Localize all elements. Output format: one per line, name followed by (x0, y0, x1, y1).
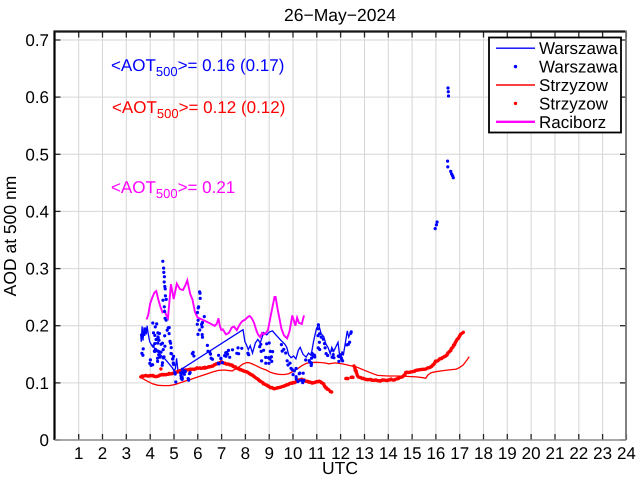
svg-text:0.3: 0.3 (25, 260, 49, 279)
svg-text:Raciborz: Raciborz (539, 113, 606, 132)
svg-text:0.6: 0.6 (25, 88, 49, 107)
svg-text:8: 8 (241, 444, 250, 463)
svg-text:17: 17 (450, 444, 469, 463)
svg-text:13: 13 (355, 444, 374, 463)
svg-text:23: 23 (593, 444, 612, 463)
svg-text:22: 22 (569, 444, 588, 463)
svg-text:26−May−2024: 26−May−2024 (284, 5, 396, 25)
svg-text:16: 16 (426, 444, 445, 463)
svg-text:0.5: 0.5 (25, 145, 49, 164)
svg-text:<AOT500>= 0.21: <AOT500>= 0.21 (111, 178, 235, 201)
svg-text:12: 12 (331, 444, 350, 463)
svg-text:UTC: UTC (322, 458, 358, 478)
svg-text:4: 4 (145, 444, 154, 463)
svg-text:21: 21 (546, 444, 565, 463)
svg-text:18: 18 (474, 444, 493, 463)
svg-text:Warszawa: Warszawa (539, 39, 618, 58)
svg-text:3: 3 (122, 444, 131, 463)
svg-text:6: 6 (193, 444, 202, 463)
svg-text:Warszawa: Warszawa (539, 58, 618, 77)
svg-text:1: 1 (74, 444, 83, 463)
svg-text:<AOT500>= 0.12 (0.12): <AOT500>= 0.12 (0.12) (112, 98, 285, 121)
svg-text:0: 0 (40, 431, 49, 450)
svg-text:AOD at 500 nm: AOD at 500 nm (0, 176, 20, 297)
svg-text:11: 11 (308, 444, 326, 463)
svg-text:20: 20 (522, 444, 541, 463)
svg-text:2: 2 (98, 444, 107, 463)
svg-text:5: 5 (169, 444, 178, 463)
svg-text:19: 19 (498, 444, 517, 463)
svg-text:Strzyzow: Strzyzow (539, 76, 609, 95)
svg-text:0.1: 0.1 (25, 374, 49, 393)
svg-text:0.7: 0.7 (25, 31, 49, 50)
svg-text:9: 9 (264, 444, 273, 463)
svg-text:24: 24 (617, 444, 636, 463)
svg-text:7: 7 (217, 444, 226, 463)
svg-text:10: 10 (284, 444, 303, 463)
svg-text:15: 15 (403, 444, 422, 463)
svg-text:0.2: 0.2 (25, 317, 49, 336)
svg-text:14: 14 (379, 444, 398, 463)
svg-text:<AOT500>= 0.16 (0.17): <AOT500>= 0.16 (0.17) (111, 56, 284, 79)
svg-text:Strzyzow: Strzyzow (539, 94, 609, 113)
svg-text:0.4: 0.4 (25, 202, 49, 221)
